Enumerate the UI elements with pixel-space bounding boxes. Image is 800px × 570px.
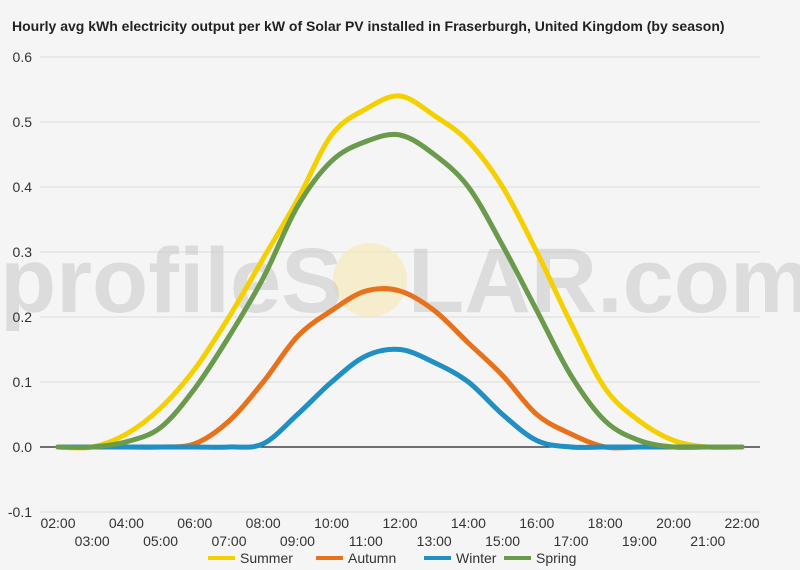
series-layer: [55, 93, 745, 451]
x-tick-label: 12:00: [382, 515, 417, 531]
legend-swatch-spring: [504, 556, 531, 560]
legend-label-autumn: Autumn: [348, 550, 396, 566]
series-line-summer: [55, 93, 745, 451]
y-tick-label: 0.5: [13, 114, 33, 130]
watermark-text-right: LAR.com: [408, 230, 800, 332]
x-tick-label: 13:00: [417, 533, 452, 549]
legend-swatch-winter: [424, 556, 451, 560]
legend: Summer Autumn Winter Spring: [208, 550, 576, 566]
x-tick-label: 02:00: [40, 515, 75, 531]
watermark-layer: profileS LAR.com: [0, 230, 800, 332]
legend-label-spring: Spring: [536, 550, 576, 566]
x-tick-label: 06:00: [177, 515, 212, 531]
x-tick-label: 16:00: [519, 515, 554, 531]
y-tick-label: 0.6: [13, 49, 33, 65]
x-tick-label: 17:00: [553, 533, 588, 549]
chart-title: Hourly avg kWh electricity output per kW…: [12, 18, 725, 34]
legend-swatch-autumn: [316, 556, 343, 560]
y-tick-label: -0.1: [8, 504, 32, 520]
x-tick-label: 08:00: [246, 515, 281, 531]
y-tick-label: 0.0: [13, 439, 33, 455]
watermark-sun-icon: [333, 243, 407, 317]
watermark-text-left: profileS: [0, 230, 342, 332]
x-tick-label: 20:00: [656, 515, 691, 531]
x-tick-label: 09:00: [280, 533, 315, 549]
x-tick-label: 18:00: [588, 515, 623, 531]
legend-label-summer: Summer: [240, 550, 293, 566]
y-tick-label: 0.1: [13, 374, 33, 390]
y-tick-label: 0.3: [13, 244, 33, 260]
series-line-spring: [55, 131, 745, 450]
x-tick-label: 21:00: [690, 533, 725, 549]
x-tick-label: 03:00: [75, 533, 110, 549]
x-tick-label: 05:00: [143, 533, 178, 549]
y-axis-ticks: 0.6 0.5 0.4 0.3 0.2 0.1 0.0 -0.1: [8, 49, 32, 520]
series-line-winter: [55, 346, 745, 450]
x-tick-label: 15:00: [485, 533, 520, 549]
x-tick-label: 07:00: [211, 533, 246, 549]
y-tick-label: 0.4: [13, 179, 33, 195]
y-tick-label: 0.2: [13, 309, 33, 325]
legend-swatch-summer: [208, 556, 235, 560]
x-tick-label: 19:00: [622, 533, 657, 549]
x-tick-label: 14:00: [451, 515, 486, 531]
x-tick-label: 22:00: [724, 515, 759, 531]
x-tick-label: 04:00: [109, 515, 144, 531]
legend-label-winter: Winter: [456, 550, 497, 566]
x-tick-label: 10:00: [314, 515, 349, 531]
x-tick-label: 11:00: [349, 533, 383, 549]
